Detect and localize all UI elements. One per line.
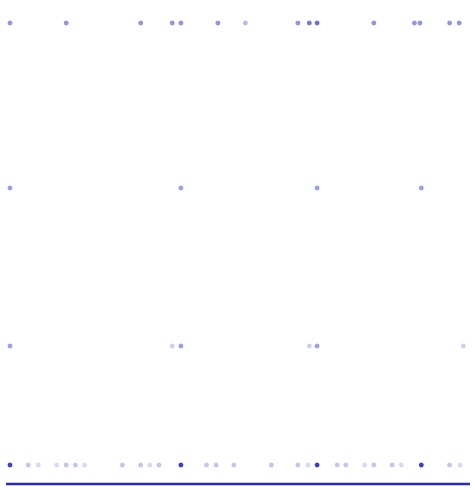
data-point xyxy=(178,20,184,26)
data-point xyxy=(138,20,144,26)
data-point xyxy=(417,20,423,26)
data-point xyxy=(7,20,13,26)
data-point xyxy=(398,462,404,468)
data-point xyxy=(314,185,320,191)
data-point xyxy=(418,185,424,191)
data-point xyxy=(362,462,367,468)
data-point xyxy=(7,185,13,191)
data-point xyxy=(63,20,69,26)
data-point xyxy=(35,462,41,468)
data-point xyxy=(295,20,301,26)
data-point xyxy=(73,462,78,468)
data-point xyxy=(169,343,175,349)
data-point xyxy=(169,20,175,26)
data-point xyxy=(178,343,184,349)
data-point xyxy=(269,462,274,468)
data-point xyxy=(215,20,221,26)
data-point xyxy=(389,462,395,468)
data-point xyxy=(371,20,377,26)
data-point xyxy=(63,462,69,468)
data-point xyxy=(213,462,219,468)
data-point xyxy=(371,462,377,468)
data-point xyxy=(243,20,248,26)
data-point xyxy=(295,462,301,468)
data-point xyxy=(7,462,13,468)
data-point xyxy=(138,462,144,468)
data-point xyxy=(204,462,209,468)
data-point xyxy=(412,20,417,26)
data-point xyxy=(456,20,462,26)
data-point xyxy=(156,462,162,468)
data-point xyxy=(457,462,463,468)
data-point xyxy=(306,20,312,26)
data-point xyxy=(231,462,237,468)
data-point xyxy=(305,462,311,468)
data-point xyxy=(343,462,349,468)
points-layer xyxy=(7,20,466,468)
data-point xyxy=(178,185,184,191)
data-point xyxy=(334,462,340,468)
data-point xyxy=(54,462,59,468)
data-point xyxy=(306,343,312,349)
data-point xyxy=(447,462,452,468)
data-point xyxy=(460,343,466,349)
data-point xyxy=(82,462,87,468)
data-point xyxy=(7,343,13,349)
data-point xyxy=(25,462,31,468)
data-point xyxy=(418,462,424,468)
data-point xyxy=(147,462,153,468)
data-point xyxy=(178,462,184,468)
data-point xyxy=(314,462,320,468)
data-point xyxy=(447,20,452,26)
data-point xyxy=(314,343,320,349)
data-point xyxy=(314,20,320,26)
data-point xyxy=(120,462,125,468)
